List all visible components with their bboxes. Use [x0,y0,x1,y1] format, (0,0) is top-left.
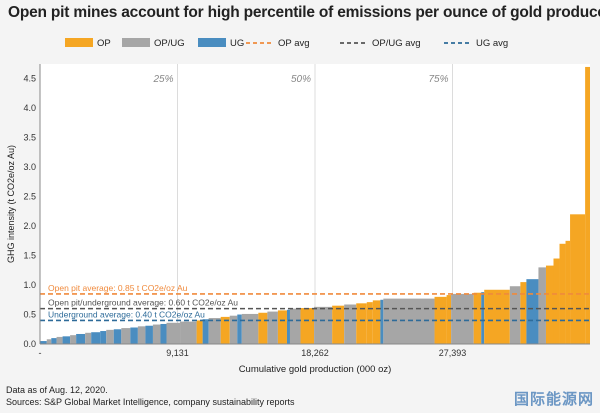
bar-ug [202,319,209,344]
legend-swatch [198,38,226,47]
plot-area: 25% 50% 75% Open pit average: 0.85 t CO2e/o… [40,64,590,345]
bar-ug [100,331,107,344]
bar-op [332,305,345,344]
bar-op [553,258,560,344]
bar-op-ug [314,306,333,344]
bar-ug [160,323,167,344]
legend-label: OP [97,38,111,49]
bar-ug [130,327,138,344]
y-tick-label: 0.5 [23,310,36,320]
bar-ug [76,333,86,344]
bar-op [366,302,373,344]
bar-ug [481,292,485,344]
bar-ug [51,338,57,344]
bar-op-ug [166,322,181,344]
bar-op-ug [106,329,114,344]
legend-label: UG [230,38,244,49]
bar-op-ug [70,335,77,344]
bar-op [545,265,554,344]
bar-ug [237,314,242,344]
y-axis-title: GHG intensity (t CO2e/oz Au) [6,145,16,263]
bar-op-ug [451,293,474,344]
x-axis-title: Cumulative gold production (000 oz) [239,364,392,375]
x-tick-label: 18,262 [301,348,329,358]
bar-op-ug [56,336,63,344]
watermark-logo: 国际能源网 [513,391,594,408]
bar-op-ug [241,313,259,344]
y-tick-label: 3.5 [23,133,36,143]
bar-op [585,66,590,345]
x-tick-label: - [39,348,42,358]
bar-op-ug [267,311,278,344]
bar-op [520,282,527,344]
axes: 0.0 0.5 1.0 1.5 2.0 2.5 3.0 3.5 4.0 4.5 - 9,131 18,2… [6,64,590,375]
bar-ug [113,329,122,344]
bar-op-ug [46,339,52,344]
bar-op [196,320,203,344]
legend-label: OP/UG avg [372,38,421,49]
legend-label: OP avg [278,38,310,49]
bar-op-ug [344,304,357,344]
y-tick-label: 4.5 [23,74,36,84]
bar-ug [145,325,153,344]
chart-title: Open pit mines account for high percenti… [8,4,600,21]
sources-note: Sources: S&P Global Market Intelligence,… [6,397,295,407]
bar-op-ug [383,298,435,344]
legend-swatch [122,38,150,47]
x-tick-label: 27,393 [439,348,467,358]
y-tick-label: 1.0 [23,280,36,290]
percentile-label: 50% [291,74,311,85]
y-tick-label: 4.0 [23,103,36,113]
bar-ug [286,309,290,344]
bar-op-ug [289,308,301,344]
bar-op-ug [152,324,161,344]
bar-ug [40,341,47,344]
bar-op [473,292,482,344]
bar-op-ug [229,315,238,344]
bar-op [258,312,268,344]
bar-op [356,303,367,344]
y-tick-label: 0.0 [23,339,36,349]
bar-op-ug [538,267,546,344]
bar-op [277,310,287,344]
bar-op [220,316,230,344]
y-tick-label: 3.0 [23,162,36,172]
bar-op-ug [208,318,221,344]
bar-op [372,300,381,344]
bar-ug [91,332,101,344]
bar-op-ug [509,286,521,344]
average-label: Open pit average: 0.85 t CO2e/oz Au [48,283,188,293]
bar-ug [526,279,539,344]
average-label: Open pit/underground average: 0.60 t CO2… [48,298,238,308]
percentile-label: 25% [152,74,173,85]
bar-op [484,289,510,344]
bar-op-ug [137,326,146,344]
bar-op-ug [85,332,92,344]
y-tick-label: 2.0 [23,221,36,231]
y-tick-label: 1.5 [23,251,36,261]
x-tick-label: 9,131 [166,348,189,358]
y-tick-label: 2.5 [23,192,36,202]
bar-op-ug [180,321,197,344]
bar-op [446,295,452,344]
bar-op [570,214,586,344]
average-label: Underground average: 0.40 t CO2e/oz Au [48,309,205,319]
notes: Data as of Aug. 12, 2020. Sources: S&P G… [6,384,294,408]
legend-label: OP/UG [154,38,185,49]
bar-op-ug [121,328,131,344]
bar-ug [62,336,71,344]
legend-swatch [65,38,93,47]
legend: OP OP/UG UG OP avg OP/UG avg UG avg [65,38,508,49]
bar-op [300,308,315,344]
data-date-note: Data as of Aug. 12, 2020. [6,385,108,395]
bar-ug [380,299,384,344]
percentile-label: 75% [428,74,448,85]
bar-op [565,240,571,344]
legend-label: UG avg [476,38,508,49]
